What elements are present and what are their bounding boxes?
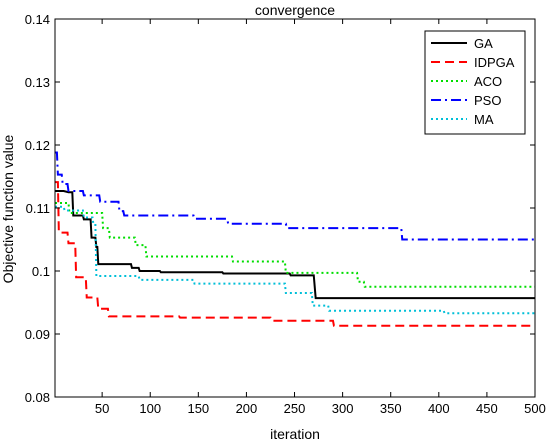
y-tick-label: 0.11	[26, 201, 50, 216]
y-tick-label: 0.12	[25, 138, 50, 153]
series-group	[55, 151, 535, 327]
x-tick-label: 250	[284, 401, 306, 416]
x-tick-label: 400	[428, 401, 450, 416]
x-axis-ticks: 50 100 150 200 250 300 350 400 450 500	[95, 19, 546, 416]
y-axis-ticks: 0.08 0.09 0.1 0.11 0.12 0.13 0.14	[25, 12, 535, 405]
plot-area: 50 100 150 200 250 300 350 400 450 500 0.08 0.09 0.1…	[25, 12, 546, 416]
x-tick-label: 300	[332, 401, 354, 416]
y-tick-label: 0.1	[32, 264, 50, 279]
series-line-pso	[55, 151, 535, 241]
y-tick-label: 0.08	[25, 390, 50, 405]
x-tick-label: 350	[380, 401, 402, 416]
chart-title: convergence	[255, 2, 335, 18]
legend-label-aco: ACO	[474, 74, 502, 89]
legend: GA IDPGA ACO PSO MA	[424, 30, 526, 135]
series-line-ga	[55, 189, 535, 300]
legend-label-ga: GA	[474, 36, 493, 51]
x-tick-label: 150	[187, 401, 209, 416]
x-tick-label: 200	[236, 401, 258, 416]
series-line-idpga	[55, 181, 535, 327]
legend-label-idpga: IDPGA	[474, 55, 515, 70]
x-tick-label: 500	[524, 401, 546, 416]
y-tick-label: 0.14	[25, 12, 50, 27]
legend-label-ma: MA	[474, 112, 494, 127]
x-axis-label: iteration	[270, 426, 320, 442]
legend-label-pso: PSO	[474, 93, 501, 108]
legend-box	[424, 30, 526, 135]
y-axis-label: Objective function value	[0, 134, 16, 283]
x-tick-label: 100	[139, 401, 161, 416]
x-tick-label: 450	[476, 401, 498, 416]
series-line-ma	[55, 205, 535, 315]
x-tick-label: 50	[95, 401, 109, 416]
y-tick-label: 0.09	[25, 327, 50, 342]
y-tick-label: 0.13	[25, 75, 50, 90]
